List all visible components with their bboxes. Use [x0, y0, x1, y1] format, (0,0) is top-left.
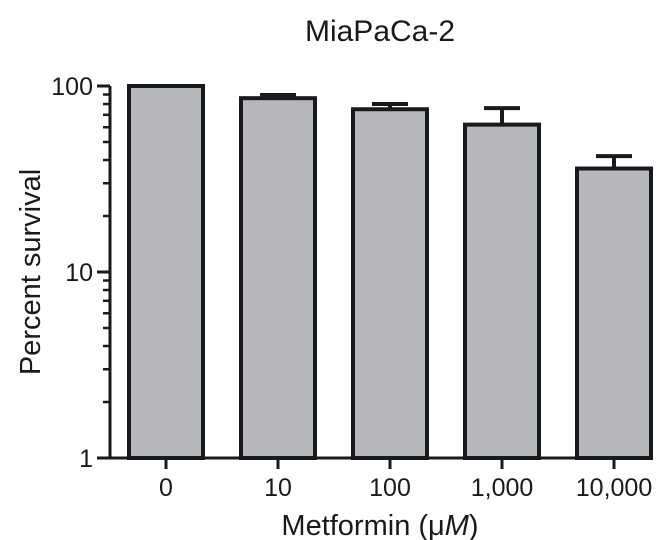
- y-tick-label-0: 1: [79, 445, 93, 473]
- x-axis-title: Metformin (μM): [281, 510, 478, 540]
- bar-3: [463, 122, 541, 460]
- x-axis-title-suffix: ): [469, 510, 479, 540]
- x-axis-title-unit: M: [445, 510, 470, 540]
- x-tick-label-2: 100: [369, 474, 411, 502]
- x-tick-label-1: 10: [264, 474, 292, 502]
- x-axis-title-prefix: Metformin (μ: [281, 510, 444, 540]
- bar-2: [351, 107, 429, 460]
- plot-area: 1 10 100 0 10 100 1,000 10,000: [51, 73, 653, 502]
- y-axis-title: Percent survival: [15, 169, 47, 375]
- x-tick-label-3: 1,000: [471, 474, 534, 502]
- x-tick-label-0: 0: [159, 474, 173, 502]
- bar-0: [127, 84, 205, 460]
- y-tick-label-1: 10: [65, 259, 93, 287]
- bar-4: [575, 166, 653, 460]
- bar-1: [239, 96, 317, 460]
- x-tick-label-4: 10,000: [576, 474, 652, 502]
- chart-title: MiaPaCa-2: [305, 15, 455, 48]
- y-tick-label-2: 100: [51, 73, 93, 101]
